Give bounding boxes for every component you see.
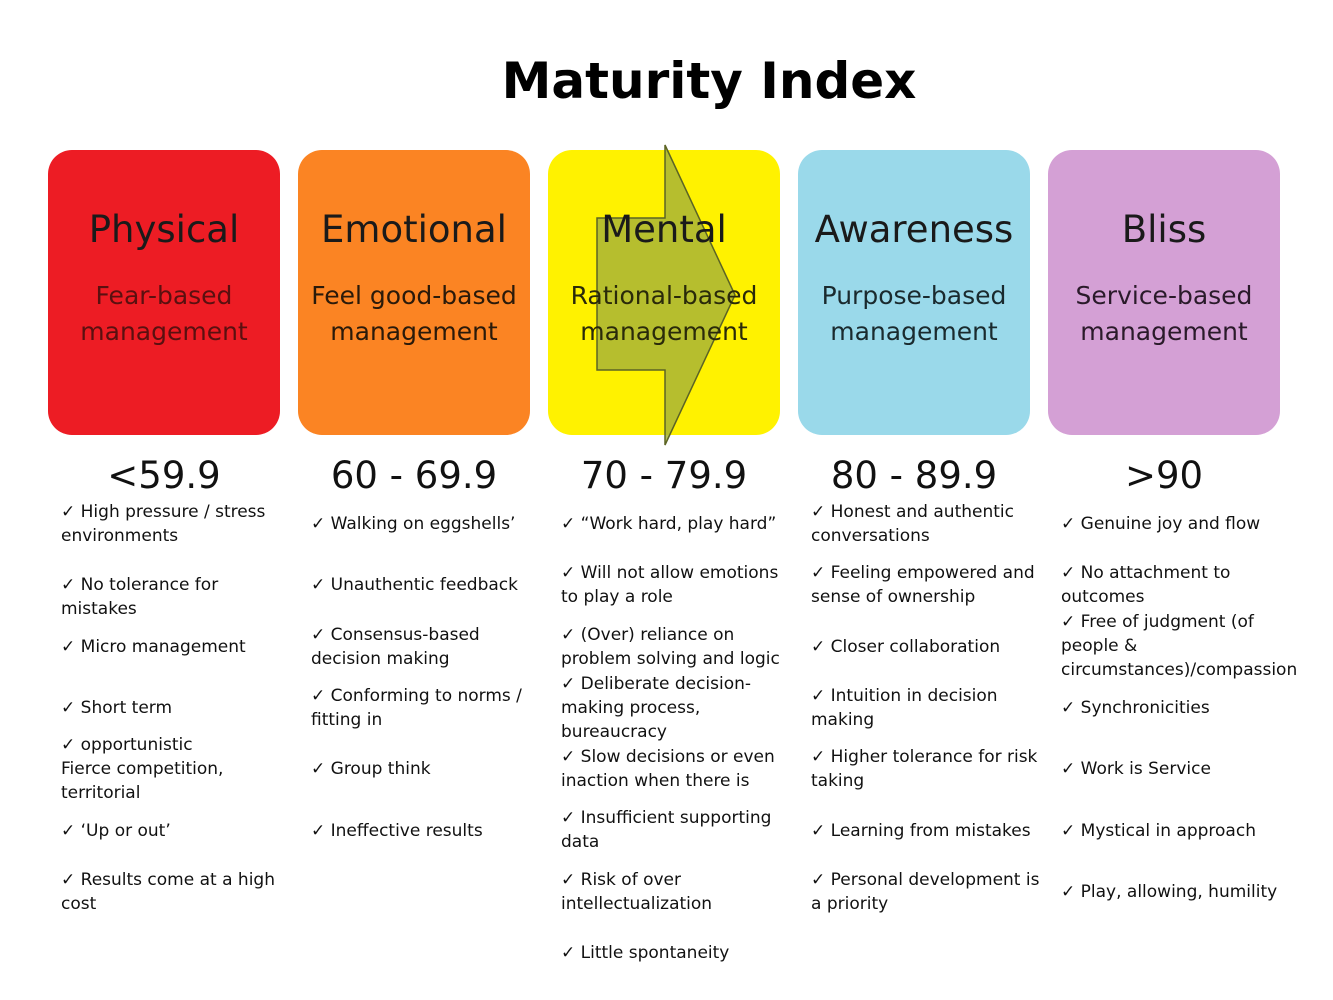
stage-item: ✓ Conforming to norms / fitting in [311,686,522,730]
stage-item: ✓ Short term [61,698,173,718]
stage-item: ✓ Insufficient supporting data [561,808,772,852]
stage-item: ✓ Closer collaboration [811,637,1001,657]
stage-subtitle: Purpose-based management [821,281,1007,346]
stage-item: ✓ Play, allowing, humility [1061,882,1278,902]
stage-item: ✓ Consensus-based decision making [311,625,480,669]
stage-item: ✓ Walking on eggshells’ [311,514,516,534]
stage-item: ✓ Learning from mistakes [811,821,1031,841]
stage-item: ✓ ‘Up or out’ [61,821,171,841]
arrow-shape [596,144,736,446]
title: Maturity Index [501,52,917,110]
stage-item: ✓ Slow decisions or even inaction when t… [561,747,775,791]
stage-item: ✓ Work is Service [1061,759,1211,779]
stage-name: Emotional [321,208,507,251]
stage-item: ✓ Mystical in approach [1061,821,1256,841]
stage-item: ✓ opportunistic Fierce competition, terr… [61,735,224,803]
stage-item: ✓ Deliberate decision-making process, bu… [561,674,752,742]
stage-item: ✓ Ineffective results [311,821,483,841]
stage-item: ✓ Unauthentic feedback [311,575,518,595]
stage-item: ✓ Risk of over intellectualization [561,870,713,914]
stage-range: 60 - 69.9 [330,454,498,497]
stage-item: ✓ Higher tolerance for risk taking [811,747,1038,791]
stage-item: ✓ Feeling empowered and sense of ownersh… [811,563,1035,607]
stage-name: Bliss [1121,208,1207,251]
stage-item: ✓ Little spontaneity [561,943,730,963]
stage-box [48,150,280,435]
stage-name: Awareness [814,208,1014,251]
stage-box [1048,150,1280,435]
stage-item: ✓ No attachment to outcomes [1061,563,1231,607]
stage-item: ✓ Genuine joy and flow [1061,514,1261,534]
stage-subtitle: Service-based management [1075,281,1253,346]
stage-item: ✓ Will not allow emotions to play a role [561,563,779,607]
stage-box [798,150,1030,435]
stage-item: ✓ High pressure / stress environments [61,502,266,546]
stage-name: Mental [601,208,727,251]
stage-range: >90 [1124,454,1204,497]
stage-name: Physical [88,208,240,251]
stage-box [298,150,530,435]
stage-item: ✓ Synchronicities [1061,698,1210,718]
stage-item: ✓ “Work hard, play hard” [561,514,777,534]
stage-subtitle: Feel good-based management [311,281,517,346]
stage-item: ✓ (Over) reliance on problem solving and… [561,625,780,669]
stage-range: 70 - 79.9 [580,454,748,497]
stage-item: ✓ Results come at a high cost [61,870,275,914]
stage-item: ✓ Honest and authentic conversations [811,502,1014,546]
stage-range: <59.9 [107,454,221,497]
stage-subtitle: Rational-based management [570,281,758,346]
stage-item: ✓ Group think [311,759,431,779]
stage-item: ✓ Intuition in decision making [811,686,998,730]
stage-item: ✓ No tolerance for mistakes [61,575,219,619]
stage-item: ✓ Free of judgment (of people & circumst… [1061,612,1298,680]
stage-subtitle: Fear-based management [80,281,248,346]
stage-item: ✓ Micro management [61,637,246,657]
stage-range: 80 - 89.9 [830,454,998,497]
stage-item: ✓ Personal development is a priority [811,870,1040,914]
